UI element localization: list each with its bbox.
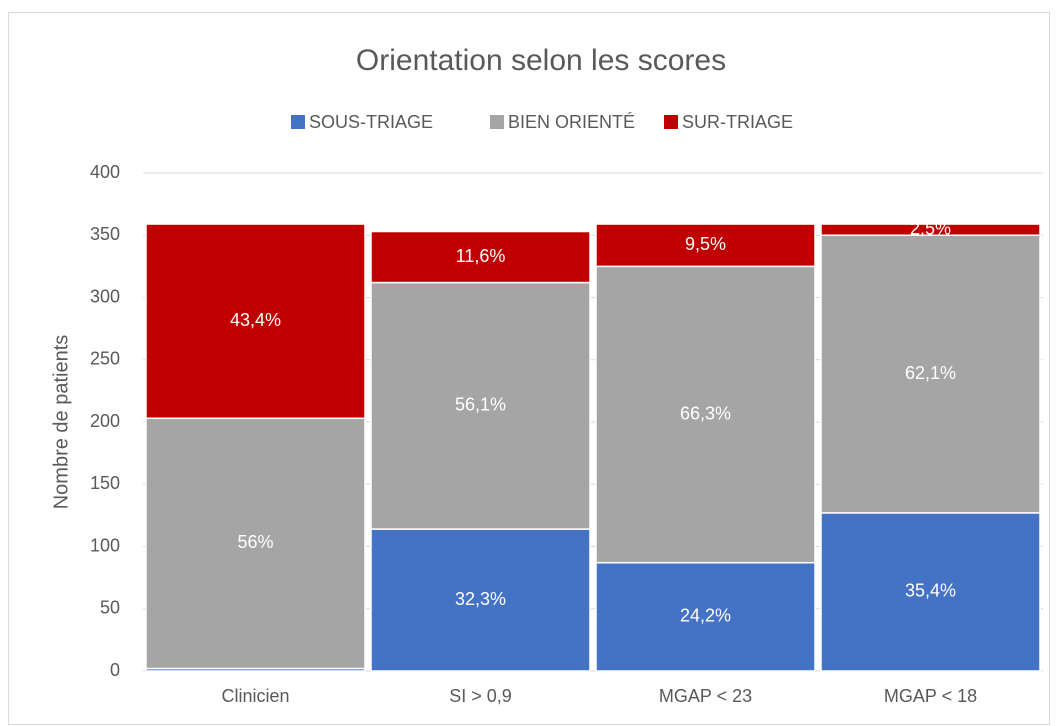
y-tick-label: 300 <box>90 286 120 306</box>
x-tick-label: MGAP < 18 <box>884 686 977 706</box>
legend-label: SUR-TRIAGE <box>682 112 793 132</box>
data-label: 2,5% <box>910 218 951 238</box>
bar-segment <box>820 223 1041 236</box>
y-tick-label: 150 <box>90 473 120 493</box>
legend-swatch <box>490 115 504 129</box>
data-label: 62,1% <box>905 363 956 383</box>
bar-segment <box>145 417 366 670</box>
x-tick-label: SI > 0,9 <box>449 686 512 706</box>
y-tick-label: 350 <box>90 224 120 244</box>
legend-swatch <box>291 115 305 129</box>
data-label: 56,1% <box>455 395 506 415</box>
data-label: 56% <box>237 532 273 552</box>
legend-label: BIEN ORIENTÉ <box>508 112 635 132</box>
legend-label: SOUS-TRIAGE <box>309 112 433 132</box>
data-label: 24,2% <box>680 606 731 626</box>
bar-segment <box>370 528 591 672</box>
x-tick-label: MGAP < 23 <box>659 686 752 706</box>
y-tick-label: 200 <box>90 411 120 431</box>
bar-segment <box>145 223 366 420</box>
legend-swatch <box>664 115 678 129</box>
data-label: 66,3% <box>680 403 731 423</box>
y-tick-label: 250 <box>90 349 120 369</box>
y-tick-label: 50 <box>100 598 120 618</box>
data-label: 32,3% <box>455 589 506 609</box>
data-label: 11,6% <box>456 246 506 266</box>
y-axis-label: Nombre de patients <box>50 335 72 510</box>
data-label: 43,4% <box>230 310 281 330</box>
data-label: 35,4% <box>905 581 956 601</box>
bar-segment <box>370 230 591 284</box>
bar-segment <box>595 265 816 564</box>
y-tick-label: 100 <box>90 535 120 555</box>
chart-title: Orientation selon les scores <box>356 44 726 77</box>
bar-segment <box>820 234 1041 514</box>
bar-segment <box>595 561 816 672</box>
bar-segment <box>820 512 1041 672</box>
data-label: 9,5% <box>685 234 726 254</box>
y-tick-label: 0 <box>110 660 120 680</box>
bar-segment <box>370 281 591 530</box>
y-tick-label: 400 <box>90 162 120 182</box>
bar-segment <box>595 223 816 268</box>
x-tick-label: Clinicien <box>221 686 289 706</box>
